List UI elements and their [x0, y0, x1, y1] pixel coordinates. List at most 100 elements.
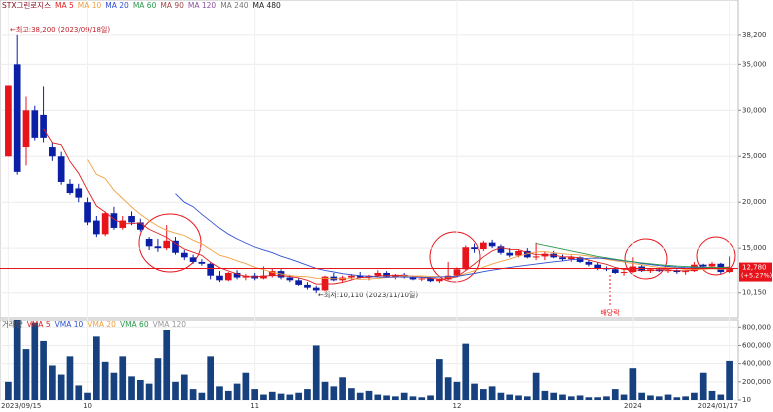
volume-bar [541, 390, 549, 400]
candle-body [136, 222, 144, 230]
x-tick-label: 11 [250, 402, 259, 410]
volume-bar [93, 336, 100, 400]
volume-bar [400, 392, 408, 400]
volume-bar [224, 390, 232, 400]
y-tick-label: 10,150 [742, 289, 767, 297]
volume-bar [119, 356, 127, 400]
volume-bar [629, 368, 637, 400]
volume-bar [356, 392, 364, 400]
volume-bar [295, 392, 302, 400]
volume-bar [286, 394, 294, 400]
volume-bar [101, 361, 109, 400]
candle-body [453, 269, 461, 276]
last-price-label: 12,780 [742, 264, 767, 272]
volume-bar [277, 393, 285, 400]
volume-bar [251, 389, 259, 400]
candle-body [374, 272, 382, 276]
volume-bar [523, 396, 531, 400]
y-tick-label: 35,000 [742, 60, 767, 68]
volume-bar [532, 372, 540, 400]
candle-body [22, 110, 30, 148]
volume-bar [172, 381, 179, 400]
volume-bar [638, 392, 645, 400]
volume-bar [383, 395, 390, 400]
candle-body [40, 114, 47, 138]
volume-bar [365, 390, 373, 400]
dividend-note: 배당락 [600, 308, 620, 317]
moving-average [43, 128, 730, 285]
candle-body [233, 272, 241, 278]
legend-entry: VMA 20 [87, 320, 116, 329]
volume-bar [664, 394, 672, 400]
legend-entry: MA 5 [55, 1, 74, 10]
volume-bar [444, 377, 452, 400]
candle-body [479, 242, 487, 250]
candle-body [57, 156, 65, 182]
volume-bar [611, 389, 619, 400]
volume-bar [233, 383, 241, 400]
y-tick-label: 20,000 [742, 198, 767, 206]
volume-bar [31, 322, 39, 400]
candle-body [312, 287, 320, 291]
volume-bar [57, 374, 65, 400]
candle-body [295, 280, 302, 285]
volume-bar [128, 376, 135, 400]
price-panel [0, 0, 739, 319]
highlight-circle [624, 238, 668, 280]
volume-bar [436, 359, 443, 400]
candle-body [128, 215, 135, 223]
candle-body [145, 238, 153, 247]
candle-body [207, 263, 215, 276]
candle-body [462, 247, 470, 270]
legend-entry: MA 60 [133, 1, 157, 10]
x-tick-label: 2023/09/15 [1, 402, 41, 410]
candle-body [93, 220, 100, 235]
y-tick-label: 200,000 [742, 378, 771, 386]
y-tick-label: 800,000 [742, 323, 771, 331]
volume-bar [462, 343, 470, 400]
candle-body [427, 278, 434, 282]
volume-bar [330, 386, 338, 400]
volume-bar [717, 394, 725, 400]
volume-bar [84, 392, 91, 400]
candle-body [585, 261, 593, 265]
candle-body [436, 279, 443, 282]
volume-bar [691, 392, 698, 400]
volume-bar [198, 392, 206, 400]
volume-bar [699, 372, 707, 400]
moving-average [536, 243, 730, 269]
volume-bar [392, 396, 399, 400]
candle-body [101, 213, 109, 235]
y-tick-label: 600,000 [742, 341, 771, 349]
candle-body [49, 147, 56, 157]
volume-bar [585, 397, 593, 400]
candle-body [506, 252, 514, 256]
legend-entry: MA 480 [253, 1, 282, 10]
candle-body [268, 271, 276, 276]
candle-body [497, 246, 505, 253]
volume-bar [216, 386, 223, 400]
candle-body [321, 276, 329, 291]
candle-body [471, 247, 478, 250]
volume-bar [110, 372, 118, 400]
volume-bar [655, 396, 663, 400]
candle-body [567, 257, 575, 260]
candle-body [356, 275, 364, 278]
legend-entry: MA 10 [78, 1, 102, 10]
candle-body [726, 268, 733, 273]
candle-body [444, 275, 452, 280]
candle-body [110, 213, 118, 228]
volume-bar [348, 388, 355, 400]
candle-body [13, 64, 21, 172]
candle-body [629, 266, 637, 273]
candle-body [304, 284, 311, 288]
volume-bar [479, 389, 487, 400]
candle-body [409, 277, 417, 280]
candle-body [418, 278, 426, 280]
volume-bar [559, 394, 566, 400]
legend-entry: VMA 10 [55, 320, 84, 329]
legend-entry: VMA 120 [153, 320, 187, 329]
volume-bar [5, 381, 12, 400]
volume-bar [180, 374, 188, 400]
candle-body [224, 272, 232, 281]
